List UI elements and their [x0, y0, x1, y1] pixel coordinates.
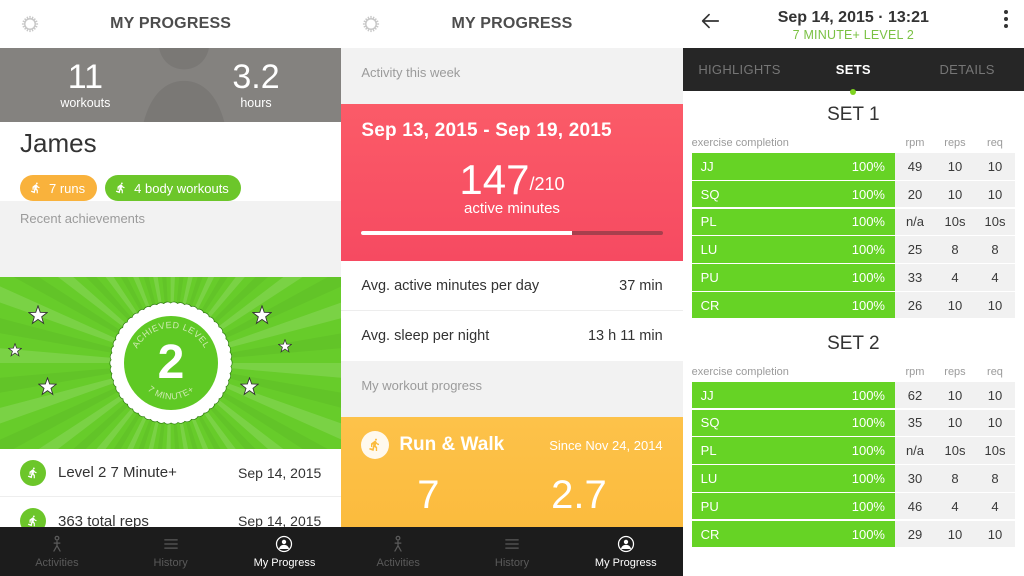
svg-text:2: 2 — [157, 336, 184, 389]
